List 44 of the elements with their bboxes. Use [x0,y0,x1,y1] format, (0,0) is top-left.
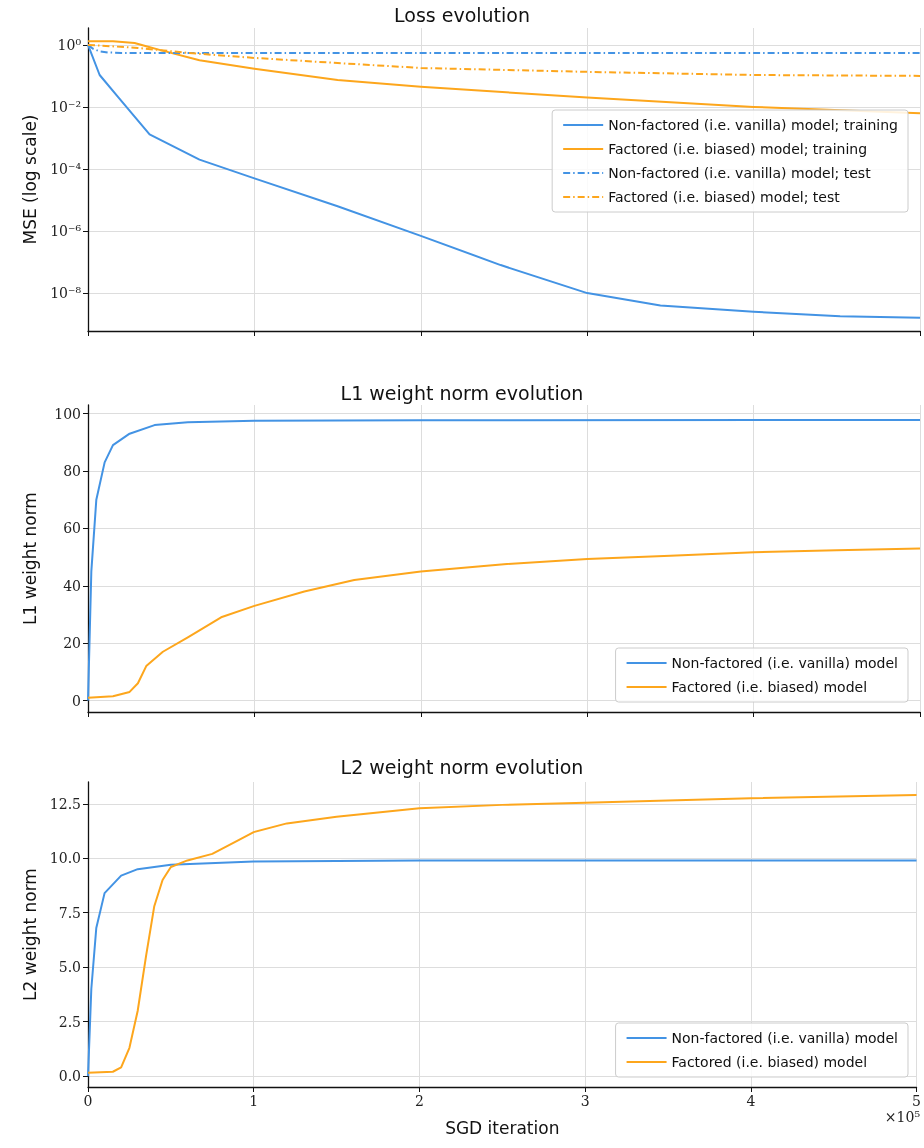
y-axis-title: L1 weight norm [19,492,40,625]
y-tick-label: 2.5 [58,1013,81,1030]
legend-label: Factored (i.e. biased) model; training [608,141,868,157]
chart-title: Loss evolution [394,3,530,26]
text: ×10⁵ [884,1109,921,1125]
line-series [87,547,921,699]
y-tick-label: 60 [63,520,81,537]
y-tick-label: 7.5 [58,904,81,921]
y-tick-label: 10⁻² [50,98,81,115]
legend-label: Non-factored (i.e. vanilla) model [671,1030,899,1046]
y-tick-label: 100 [54,405,81,422]
chart-title: L1 weight norm evolution [340,381,584,404]
y-axis-title: L2 weight norm [19,868,40,1001]
y-tick-label: 10⁰ [57,36,82,53]
legend-label: Factored (i.e. biased) model; test [608,189,841,205]
line-series [87,794,918,1074]
y-tick-label: 10⁻⁶ [50,223,82,240]
chart-title: L2 weight norm evolution [340,755,584,778]
line-series [87,859,918,1078]
y-tick-label: 0.0 [58,1068,81,1085]
x-tick-label: 2 [414,1093,424,1109]
legend-label: Factored (i.e. biased) model [671,679,868,695]
y-axis-title: MSE (log scale) [19,114,40,245]
legend-label: Non-factored (i.e. vanilla) model; test [608,165,872,181]
y-tick-label: 12.5 [49,795,81,812]
y-tick-label: 40 [63,577,81,594]
x-tick-label: 1 [249,1093,259,1109]
y-tick-label: 10⁻⁸ [50,285,82,302]
x-axis-title: SGD iteration [445,1117,560,1138]
y-tick-label: 20 [63,635,81,652]
x-tick-label: 3 [580,1093,590,1109]
line-series [87,40,921,115]
x-tick-label: 5 [912,1093,922,1109]
line-series [87,418,921,702]
x-tick-label: 0 [83,1093,93,1109]
y-tick-label: 80 [63,462,81,479]
y-tick-label: 5.0 [58,959,81,976]
x-tick-label: 4 [746,1093,756,1109]
y-tick-label: 0 [72,692,81,709]
y-tick-label: 10⁻⁴ [50,160,82,177]
legend-label: Non-factored (i.e. vanilla) model [671,655,899,671]
legend-label: Factored (i.e. biased) model [671,1054,868,1070]
legend-label: Non-factored (i.e. vanilla) model; training [608,117,899,133]
y-tick-label: 10.0 [49,850,81,867]
